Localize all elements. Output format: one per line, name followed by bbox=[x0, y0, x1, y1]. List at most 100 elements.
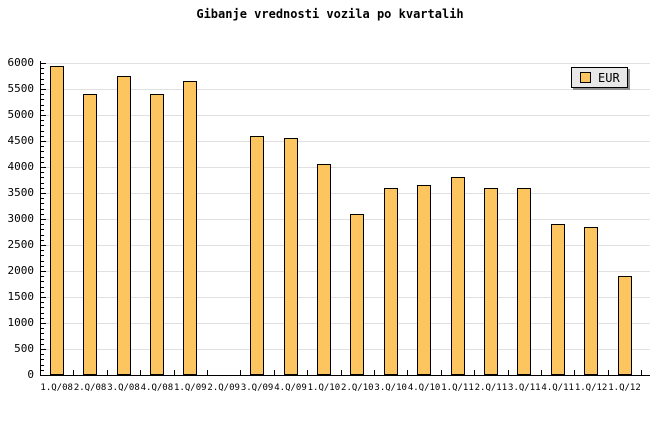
y-axis-minor-tick bbox=[41, 276, 44, 278]
y-axis-minor-tick bbox=[41, 109, 44, 111]
x-axis-label: 2.Q/11 bbox=[474, 383, 508, 393]
bar-4-q-10 bbox=[417, 185, 432, 375]
y-axis-minor-tick bbox=[41, 317, 44, 319]
y-axis-minor-tick bbox=[41, 120, 44, 122]
y-axis-minor-tick bbox=[41, 354, 44, 356]
y-axis-minor-tick bbox=[41, 177, 44, 179]
gridline-3000 bbox=[40, 219, 650, 220]
y-axis-label: 5500 bbox=[7, 82, 35, 95]
x-axis-tick bbox=[507, 370, 509, 375]
y-axis-minor-tick bbox=[41, 130, 44, 132]
y-axis-minor-tick bbox=[41, 198, 44, 200]
y-axis-major-tick bbox=[41, 63, 46, 64]
bar-1-q-12 bbox=[617, 276, 632, 375]
bar-4-q-08 bbox=[149, 94, 164, 375]
x-axis-label: 1.Q/08 bbox=[40, 383, 73, 393]
x-axis-tick bbox=[641, 370, 643, 375]
x-axis-label: 3.Q/10 bbox=[374, 383, 407, 393]
x-axis-label: 4.Q/11 bbox=[541, 383, 574, 393]
y-axis-label: 4000 bbox=[7, 160, 35, 173]
x-axis-tick bbox=[106, 370, 108, 375]
x-axis-label: 4.Q/10 bbox=[407, 383, 441, 393]
gridline-500 bbox=[40, 349, 650, 350]
bar-3-q-10 bbox=[383, 187, 398, 375]
y-axis-label: 1000 bbox=[7, 316, 35, 329]
y-axis-minor-tick bbox=[41, 172, 44, 174]
gridline-5500 bbox=[40, 89, 650, 90]
chart-title: Gibanje vrednosti vozila po kvartalih bbox=[196, 7, 464, 21]
y-axis-major-tick bbox=[41, 193, 46, 194]
x-axis-label: 2.Q/09 bbox=[207, 383, 240, 393]
y-axis-minor-tick bbox=[41, 125, 44, 127]
bar-4-q-09 bbox=[283, 138, 298, 375]
y-axis-minor-tick bbox=[41, 151, 44, 153]
gridline-1500 bbox=[40, 297, 650, 298]
y-axis-minor-tick bbox=[41, 229, 44, 231]
x-axis-label: 3.Q/11 bbox=[508, 383, 541, 393]
y-axis-minor-tick bbox=[41, 156, 44, 158]
y-axis-minor-tick bbox=[41, 343, 44, 345]
x-axis-tick bbox=[173, 370, 175, 375]
bar-3-q-11 bbox=[517, 187, 532, 375]
gridline-6000 bbox=[40, 63, 650, 64]
gridline-5000 bbox=[40, 115, 650, 116]
y-axis-minor-tick bbox=[41, 364, 44, 366]
y-axis-minor-tick bbox=[41, 307, 44, 309]
y-axis-label: 4500 bbox=[7, 134, 35, 147]
y-axis-minor-tick bbox=[41, 73, 44, 75]
legend-label: EUR bbox=[598, 70, 620, 85]
gridline-2000 bbox=[40, 271, 650, 272]
y-axis-label: 0 bbox=[27, 368, 34, 381]
x-axis-label: 1.Q/10 bbox=[307, 383, 341, 393]
bar-3-q-09 bbox=[250, 135, 265, 375]
bar-1-q-11 bbox=[450, 177, 465, 375]
y-axis-label: 3500 bbox=[7, 186, 35, 199]
y-axis-minor-tick bbox=[41, 291, 44, 293]
y-axis-major-tick bbox=[41, 115, 46, 116]
x-axis-tick bbox=[207, 370, 208, 375]
gridline-3500 bbox=[40, 193, 650, 194]
y-axis-minor-tick bbox=[41, 234, 44, 236]
x-axis-tick bbox=[474, 370, 476, 375]
y-axis-label: 2500 bbox=[7, 238, 35, 251]
x-axis-line bbox=[40, 375, 650, 376]
bar-4-q-11 bbox=[550, 224, 565, 375]
y-axis-minor-tick bbox=[41, 255, 44, 257]
x-axis-label: 2.Q/08 bbox=[73, 383, 107, 393]
y-axis-minor-tick bbox=[41, 369, 44, 371]
y-axis-major-tick bbox=[41, 271, 46, 272]
bar-1-q-08 bbox=[49, 65, 64, 375]
y-axis-label: 2000 bbox=[7, 264, 35, 277]
y-axis-minor-tick bbox=[41, 68, 44, 70]
bar-2-q-10 bbox=[350, 213, 365, 375]
y-axis-minor-tick bbox=[41, 265, 44, 267]
y-axis-minor-tick bbox=[41, 135, 44, 137]
y-axis-minor-tick bbox=[41, 208, 44, 210]
bar-2-q-11 bbox=[483, 187, 498, 375]
x-axis-tick bbox=[440, 370, 442, 375]
legend: EUR bbox=[571, 67, 628, 88]
x-axis-label: 2.Q/10 bbox=[341, 383, 374, 393]
y-axis-minor-tick bbox=[41, 213, 44, 215]
y-axis-major-tick bbox=[41, 167, 46, 168]
bar-1-q-09 bbox=[183, 81, 198, 375]
gridline-4500 bbox=[40, 141, 650, 142]
y-axis-minor-tick bbox=[41, 187, 44, 189]
x-axis-label: 1.Q/11 bbox=[441, 383, 474, 393]
gridline-2500 bbox=[40, 245, 650, 246]
y-axis-minor-tick bbox=[41, 203, 44, 205]
y-axis-minor-tick bbox=[41, 359, 44, 361]
y-axis-label: 5000 bbox=[7, 108, 35, 121]
x-axis-tick bbox=[407, 370, 409, 375]
y-axis-major-tick bbox=[41, 323, 46, 324]
x-axis-label: 4.Q/08 bbox=[140, 383, 174, 393]
x-axis-tick bbox=[307, 370, 309, 375]
y-axis-minor-tick bbox=[41, 286, 44, 288]
bar-2-q-08 bbox=[83, 94, 98, 375]
y-axis-minor-tick bbox=[41, 333, 44, 335]
bar-1-q-12 bbox=[584, 226, 599, 375]
x-axis-label: 3.Q/08 bbox=[107, 383, 140, 393]
x-axis-label: 3.Q/09 bbox=[240, 383, 274, 393]
x-axis-label: 1.Q/12 bbox=[574, 383, 608, 393]
